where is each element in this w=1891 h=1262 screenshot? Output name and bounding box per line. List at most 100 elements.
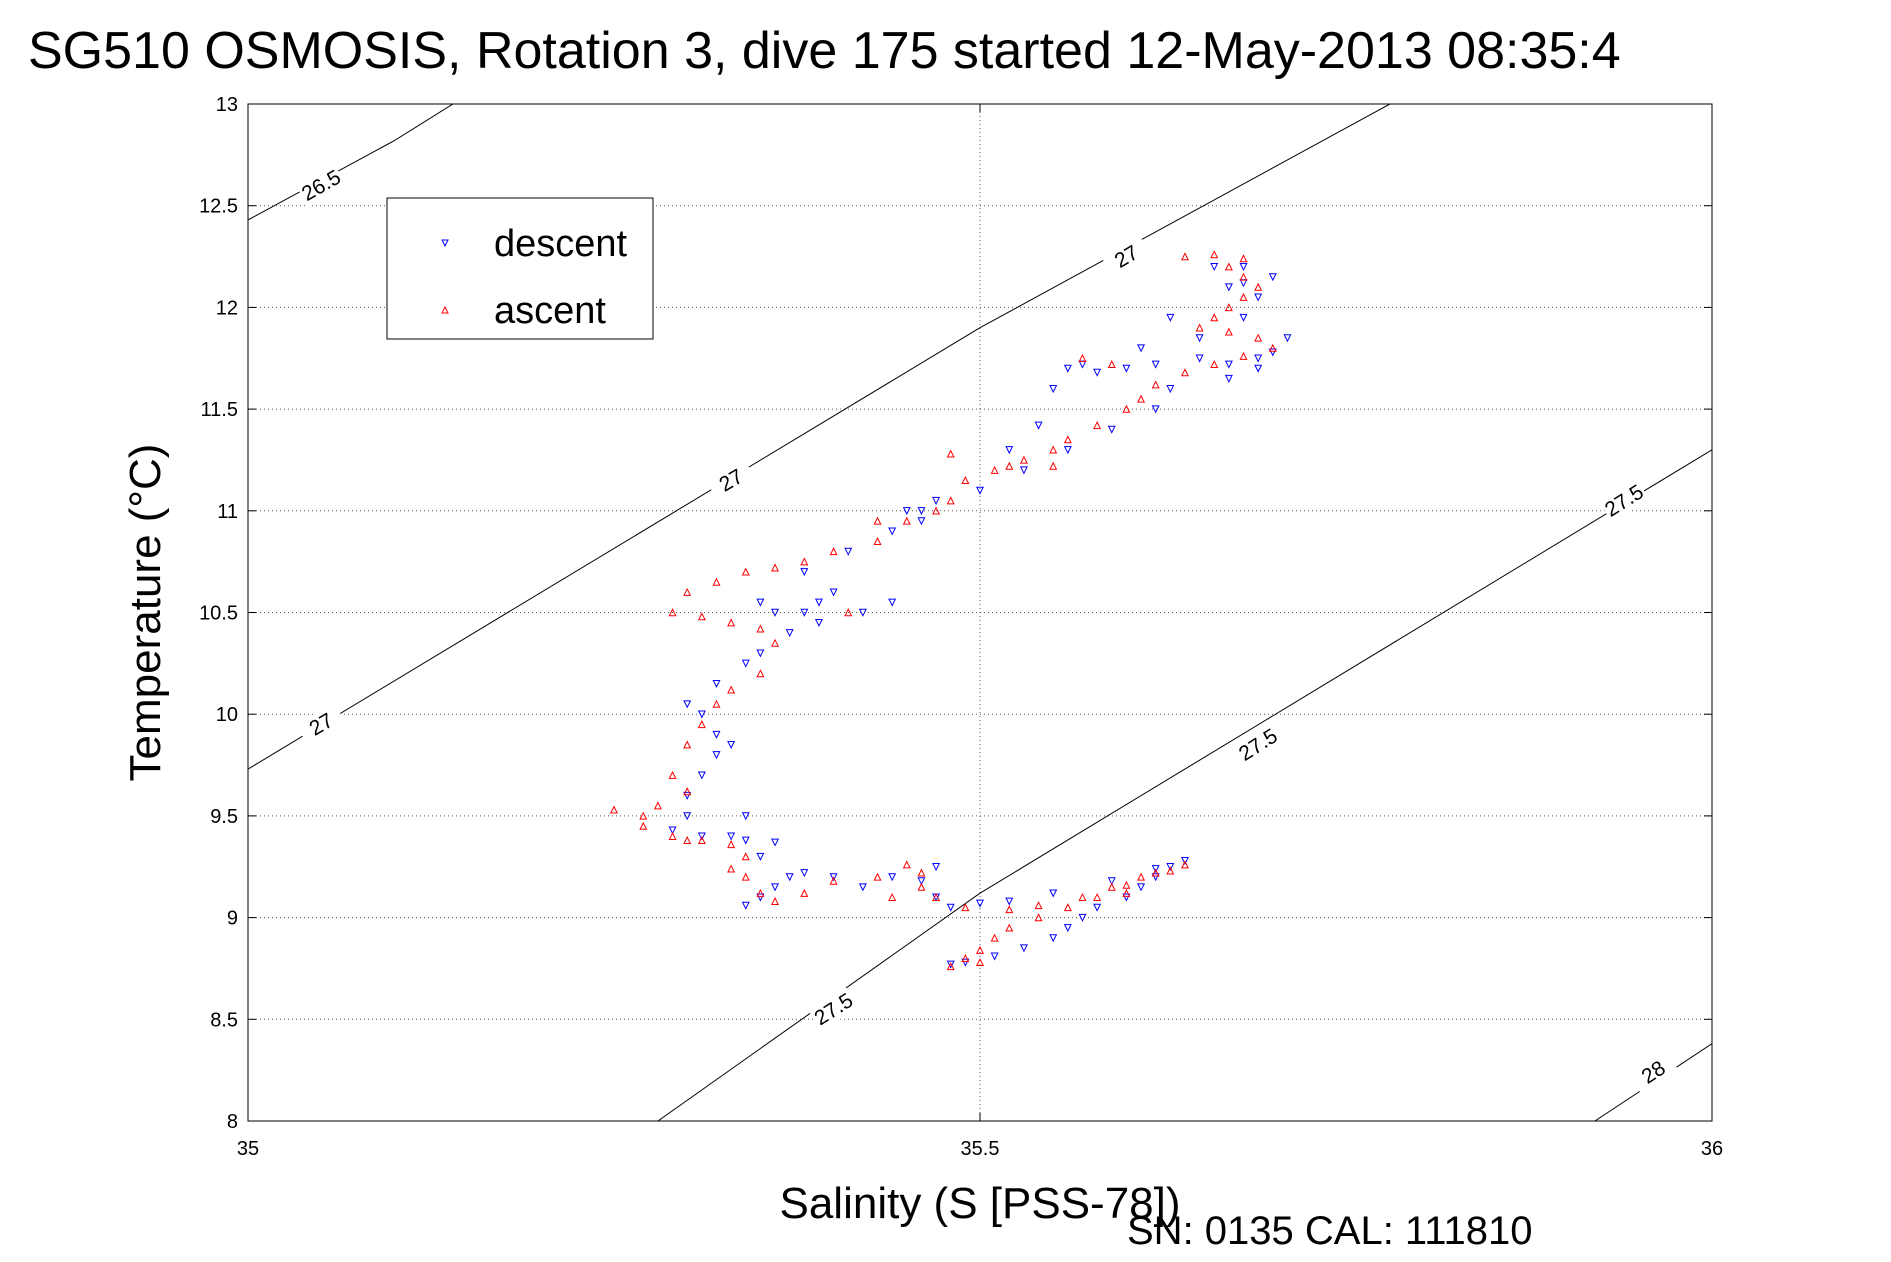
isopycnal-label-bg xyxy=(706,458,757,502)
ascent-point xyxy=(888,892,897,901)
ascent-point xyxy=(1005,923,1014,932)
ascent-point xyxy=(1180,860,1189,869)
descent-point xyxy=(756,852,765,861)
ascent-point xyxy=(917,882,926,891)
descent-point xyxy=(1137,344,1146,353)
ascent-point xyxy=(902,516,911,525)
descent-point xyxy=(785,629,794,638)
descent-point xyxy=(697,710,706,719)
descent-point xyxy=(785,873,794,882)
ascent-point xyxy=(1078,353,1087,362)
descent-point xyxy=(917,507,926,516)
descent-point xyxy=(1137,883,1146,892)
ascent-point xyxy=(1093,421,1102,430)
legend-marker-ascent xyxy=(441,305,449,314)
ascent-point xyxy=(1122,888,1131,897)
ascent-point xyxy=(1049,445,1058,454)
ascent-point xyxy=(990,465,999,474)
descent-point xyxy=(1107,425,1116,434)
descent-point xyxy=(1078,913,1087,922)
y-tick-label: 11.5 xyxy=(201,399,238,421)
x-tick-label: 35.5 xyxy=(961,1138,1000,1160)
ascent-point xyxy=(946,449,955,458)
descent-point xyxy=(917,877,926,886)
descent-point xyxy=(771,838,780,847)
ascent-point xyxy=(1224,262,1233,271)
descent-point xyxy=(1078,360,1087,369)
descent-point xyxy=(1019,466,1028,475)
ascent-point xyxy=(902,860,911,869)
descent-point xyxy=(1019,944,1028,953)
x-tick-label: 36 xyxy=(1701,1138,1723,1160)
ascent-point xyxy=(668,608,677,617)
descent-point xyxy=(888,527,897,536)
descent-point xyxy=(800,568,809,577)
descent-point xyxy=(990,952,999,961)
descent-point xyxy=(932,863,941,872)
descent-point xyxy=(1063,446,1072,455)
ascent-point xyxy=(932,892,941,901)
isopycnal-label-bg xyxy=(808,987,859,1032)
y-tick-label: 9.5 xyxy=(210,806,238,828)
descent-point xyxy=(1283,334,1292,343)
isopycnal-label-bg xyxy=(1628,1050,1679,1095)
descent-point xyxy=(858,883,867,892)
ascent-point xyxy=(756,669,765,678)
descent-point xyxy=(1210,263,1219,272)
ascent-point xyxy=(1195,323,1204,332)
ascent-point xyxy=(961,953,970,962)
ascent-point xyxy=(741,872,750,881)
descent-point xyxy=(741,812,750,821)
ascent-point xyxy=(683,787,692,796)
ascent-point xyxy=(1034,901,1043,910)
descent-point xyxy=(741,659,750,668)
descent-point xyxy=(946,903,955,912)
descent-point xyxy=(1063,924,1072,933)
ascent-point xyxy=(1239,254,1248,263)
descent-point xyxy=(1151,360,1160,369)
descent-point xyxy=(771,608,780,617)
isopycnal-label-bg xyxy=(296,702,347,746)
y-tick-label: 12 xyxy=(216,297,238,319)
descent-point xyxy=(697,832,706,841)
isopycnal-line-26-5 xyxy=(248,104,454,221)
descent-point xyxy=(1063,364,1072,373)
ascent-point xyxy=(668,831,677,840)
ascent-point xyxy=(756,888,765,897)
ascent-point xyxy=(1210,250,1219,259)
descent-point xyxy=(1034,421,1043,430)
ascent-point xyxy=(1151,380,1160,389)
isopycnal-label-bg xyxy=(296,164,347,207)
ascent-point xyxy=(1122,404,1131,413)
ascent-point xyxy=(771,638,780,647)
descent-point xyxy=(668,826,677,835)
descent-point xyxy=(800,608,809,617)
descent-point xyxy=(1239,313,1248,322)
ascent-point xyxy=(683,740,692,749)
descent-point xyxy=(712,730,721,739)
descent-point xyxy=(1107,877,1116,886)
ascent-point xyxy=(1268,343,1277,352)
descent-point xyxy=(1151,865,1160,874)
ascent-point xyxy=(668,770,677,779)
legend-label-descent: descent xyxy=(494,223,628,265)
ascent-point xyxy=(1239,272,1248,281)
ascent-point xyxy=(1137,872,1146,881)
ascent-point xyxy=(1180,252,1189,261)
y-tick-label: 13 xyxy=(216,94,238,116)
descent-point xyxy=(902,507,911,516)
ascent-point xyxy=(961,475,970,484)
ascent-point xyxy=(1151,868,1160,877)
ascent-point xyxy=(1122,880,1131,889)
descent-point xyxy=(1093,903,1102,912)
descent-point xyxy=(946,960,955,969)
descent-point xyxy=(756,598,765,607)
ascent-point xyxy=(873,516,882,525)
descent-point xyxy=(1049,934,1058,943)
descent-point xyxy=(1224,283,1233,292)
ascent-point xyxy=(727,840,736,849)
isopycnal-line-27 xyxy=(248,104,1391,770)
y-tick-label: 12.5 xyxy=(199,196,238,218)
ascent-point xyxy=(741,567,750,576)
